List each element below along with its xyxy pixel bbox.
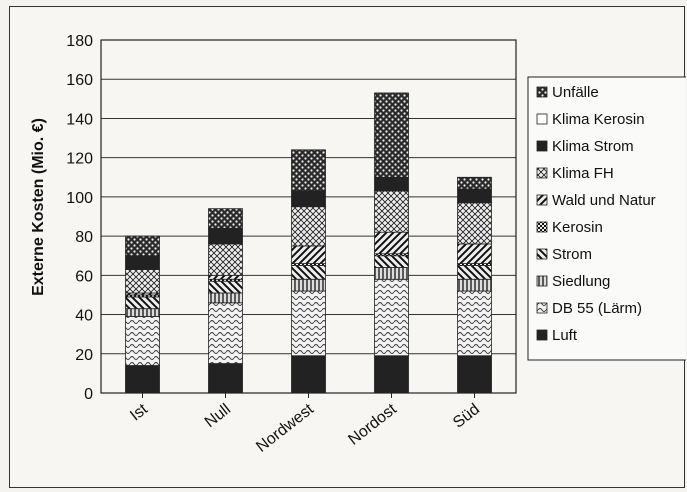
bar-segment (208, 243, 243, 276)
legend-label: Luft (552, 327, 578, 344)
y-tick-label: 120 (66, 151, 93, 168)
bar-segment (291, 206, 326, 247)
bar-segment (374, 267, 409, 280)
bar-segment (374, 92, 409, 178)
legend-swatch (536, 302, 548, 314)
legend-swatch (536, 113, 548, 125)
bar-segment (291, 149, 326, 192)
bar-segment (125, 365, 160, 394)
legend-label: Kerosin (552, 219, 603, 236)
legend-swatch (536, 329, 548, 341)
bar-segment (374, 231, 409, 255)
bar-segment (457, 202, 492, 245)
bar-segment (457, 188, 492, 204)
y-tick-label: 20 (75, 347, 93, 364)
y-tick-label: 60 (75, 268, 93, 285)
bar-segment (291, 355, 326, 394)
x-tick-label: Süd (450, 401, 483, 432)
bar-segment (208, 280, 243, 294)
bar-segment (374, 278, 409, 357)
bar-segment (457, 176, 492, 190)
bar-segment (208, 363, 243, 394)
y-tick-label: 40 (75, 308, 93, 325)
bar-segment (125, 308, 160, 317)
bar-segment (208, 208, 243, 229)
bar-segment (457, 265, 492, 280)
bar-segment (125, 255, 160, 270)
axes (100, 39, 517, 398)
bar-segment (374, 190, 409, 233)
legend: Unfälle Klima Kerosin Klima Strom Klima FH W… (536, 84, 656, 344)
legend-swatch (536, 86, 548, 98)
bar-segment (208, 274, 243, 280)
bar-segment (208, 292, 243, 304)
bar-segment (208, 302, 243, 364)
bars (125, 92, 492, 394)
bar-segment (291, 278, 326, 292)
bar-segment (125, 235, 160, 257)
bar-segment (291, 290, 326, 357)
x-tick-label: Ist (127, 400, 151, 424)
bar-segment (125, 316, 160, 366)
bar-segment (125, 269, 160, 294)
chart-frame: Externe Kosten (Mio. €) 0 20 40 60 80 100 120 1… (9, 6, 686, 488)
legend-box (527, 76, 686, 361)
bar-segment (457, 355, 492, 394)
bar-segment (291, 265, 326, 280)
y-tick-label: 160 (66, 72, 93, 89)
legend-label: Unfälle (552, 84, 599, 101)
bar-segment (374, 355, 409, 394)
legend-swatch (536, 140, 548, 152)
legend-label: Klima Kerosin (552, 111, 645, 128)
y-tick-label: 180 (66, 33, 93, 50)
legend-swatch (536, 194, 548, 206)
x-tick-label: Nordost (345, 400, 400, 448)
legend-label: Wald und Natur (552, 192, 656, 209)
stacked-bar-chart: Externe Kosten (Mio. €) 0 20 40 60 80 100 120 1… (30, 33, 686, 456)
bar-segment (457, 290, 492, 357)
x-tick-label: Null (202, 401, 234, 431)
bar-segment (374, 176, 409, 192)
x-tick-label: Nordwest (253, 400, 317, 455)
legend-label: Strom (552, 246, 592, 263)
y-tick-labels: 0 20 40 60 80 100 120 140 160 180 (66, 33, 93, 403)
legend-swatch (536, 275, 548, 287)
legend-label: DB 55 (Lärm) (552, 300, 642, 317)
bar-segment (457, 243, 492, 264)
legend-label: Klima FH (552, 165, 614, 182)
bar-segment (208, 227, 243, 245)
legend-swatch (536, 167, 548, 179)
y-tick-label: 80 (75, 229, 93, 246)
bar-segment (291, 190, 326, 208)
bar-segment (125, 296, 160, 310)
legend-swatch (536, 221, 548, 233)
bar-segment (457, 278, 492, 292)
y-axis-label: Externe Kosten (Mio. €) (30, 118, 47, 296)
y-tick-label: 140 (66, 111, 93, 128)
bar-segment (291, 245, 326, 264)
legend-swatch (536, 248, 548, 260)
legend-label: Klima Strom (552, 138, 634, 155)
legend-label: Siedlung (552, 273, 610, 290)
y-tick-label: 0 (84, 386, 93, 403)
x-tick-labels: Ist Null Nordwest Nordost Süd (127, 400, 483, 455)
y-tick-label: 100 (66, 190, 93, 207)
bar-segment (374, 255, 409, 268)
